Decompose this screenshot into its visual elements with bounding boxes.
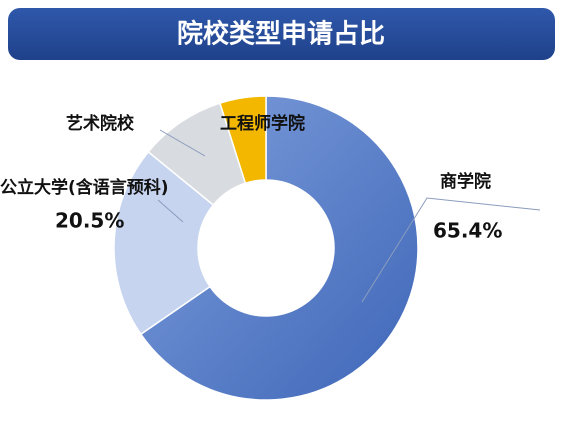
leader-line	[361, 197, 541, 303]
title-bar	[8, 8, 555, 60]
chart-title: 院校类型申请占比	[177, 19, 385, 50]
donut-slice	[139, 95, 419, 401]
value-label: 20.5%	[55, 209, 124, 233]
value-label: 65.4%	[433, 219, 502, 243]
leader-line	[157, 199, 184, 223]
category-label: 工程师学院	[220, 113, 305, 134]
donut-slice	[113, 150, 215, 336]
leader-line	[159, 129, 206, 157]
donut-slice	[218, 95, 267, 185]
category-label: 商学院	[440, 171, 491, 192]
category-label: 艺术院校	[66, 113, 135, 134]
category-label: 公立大学(含语言预科)	[0, 177, 169, 198]
